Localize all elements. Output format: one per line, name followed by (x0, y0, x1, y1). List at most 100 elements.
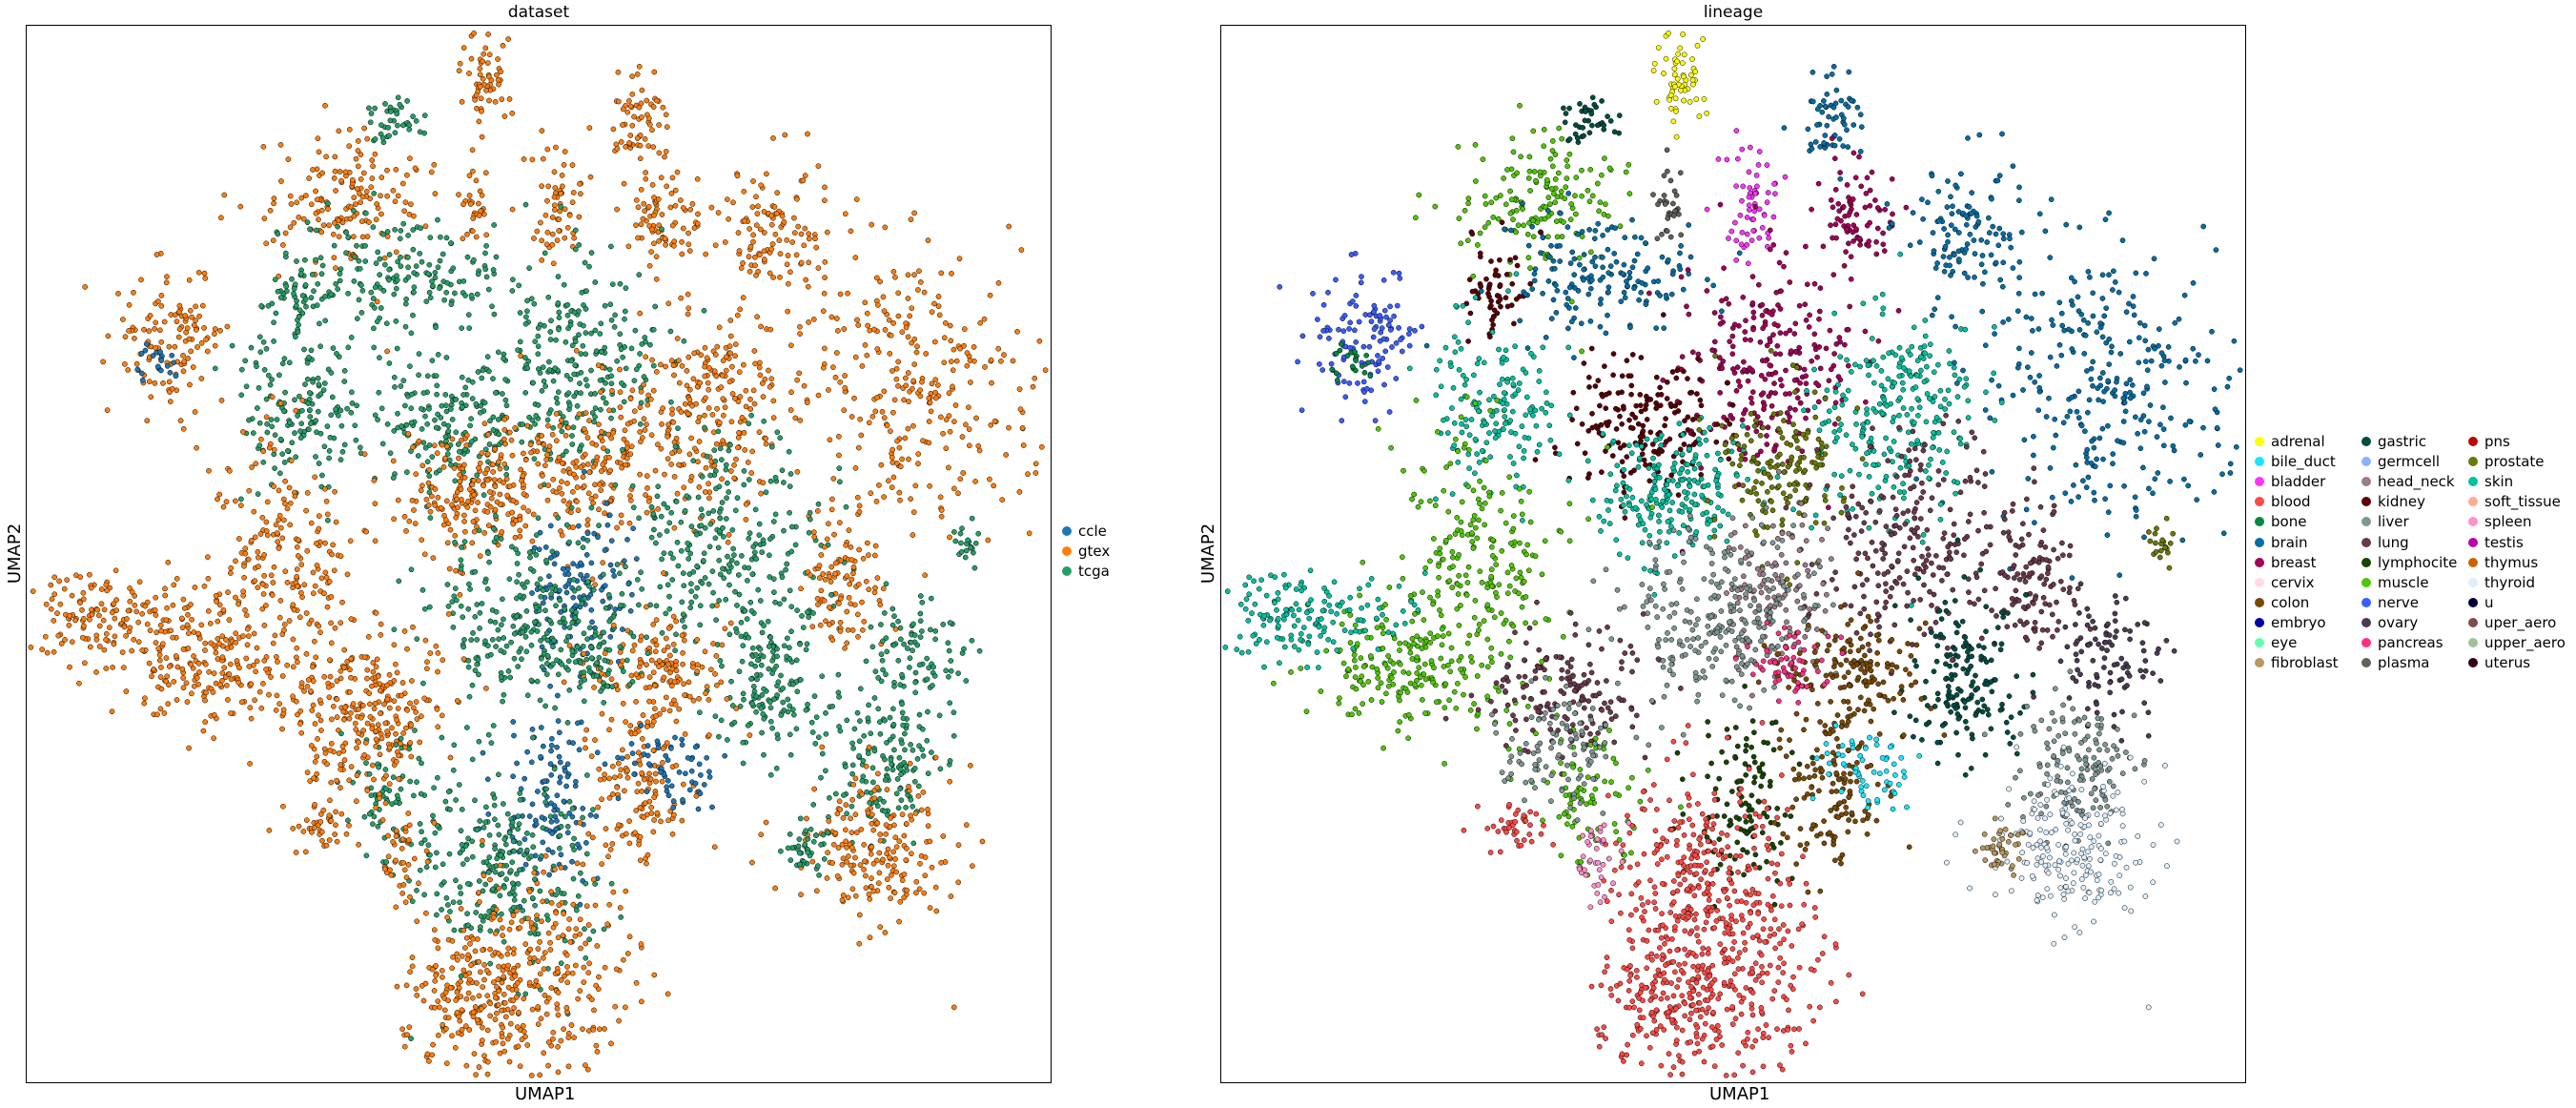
data-point (624, 421, 631, 427)
data-point (435, 724, 441, 730)
data-point (527, 930, 534, 936)
data-point (458, 565, 464, 572)
data-point (697, 622, 704, 628)
data-point (387, 117, 394, 124)
data-point (372, 151, 378, 157)
data-point (818, 587, 825, 594)
data-point (821, 290, 828, 297)
data-point (370, 668, 377, 675)
data-point (377, 355, 382, 360)
data-point (240, 429, 246, 435)
data-point (368, 111, 375, 116)
data-point (583, 727, 590, 733)
data-point (645, 498, 652, 504)
data-point (392, 227, 398, 233)
data-point (211, 670, 217, 676)
data-point (260, 591, 267, 597)
data-point (806, 319, 811, 325)
data-point (699, 512, 705, 519)
data-point (806, 614, 812, 620)
data-point (837, 520, 843, 525)
data-point (798, 259, 805, 266)
data-point (158, 627, 164, 634)
data-point (909, 339, 915, 346)
data-point (505, 36, 512, 42)
data-point (864, 789, 869, 795)
data-point (798, 677, 804, 683)
data-point (359, 194, 366, 200)
data-point (716, 420, 723, 426)
data-point (295, 553, 301, 559)
data-point (619, 590, 625, 597)
data-point (967, 358, 973, 363)
data-point (585, 490, 592, 497)
data-point (947, 620, 953, 626)
data-point (798, 231, 805, 237)
data-point (669, 450, 675, 457)
data-point (269, 423, 276, 430)
data-point (694, 585, 701, 591)
data-point (596, 766, 603, 772)
data-point (696, 414, 703, 421)
data-point (642, 800, 648, 807)
data-point (759, 549, 766, 555)
data-point (424, 373, 431, 380)
data-point (837, 479, 843, 485)
data-point (548, 748, 554, 754)
data-point (908, 216, 914, 223)
data-point (291, 606, 297, 613)
data-point (172, 343, 178, 350)
data-point (650, 104, 657, 110)
data-point (179, 625, 186, 631)
data-point (736, 369, 743, 376)
data-point (989, 380, 994, 386)
data-point (728, 557, 735, 564)
data-point (446, 565, 453, 572)
data-point (660, 405, 666, 411)
data-point (917, 393, 924, 400)
data-point (51, 574, 58, 581)
data-point (916, 662, 923, 668)
data-point (787, 509, 792, 516)
data-point (703, 395, 708, 401)
data-point (474, 661, 480, 667)
data-point (727, 350, 733, 357)
data-point (332, 154, 338, 160)
data-point (767, 634, 774, 641)
data-point (218, 398, 225, 403)
data-point (878, 462, 885, 468)
data-point (124, 616, 130, 622)
data-point (611, 324, 618, 330)
data-point (224, 323, 231, 330)
data-point (633, 556, 640, 562)
data-point (936, 712, 943, 719)
data-point (566, 625, 573, 631)
data-point (760, 711, 767, 717)
data-point (476, 213, 482, 219)
data-point (501, 426, 508, 433)
data-point (743, 403, 749, 410)
data-point (739, 658, 746, 665)
data-point (665, 421, 671, 428)
data-point (120, 317, 126, 322)
data-point (641, 776, 647, 783)
data-point (315, 135, 321, 142)
data-point (281, 356, 288, 361)
data-point (291, 290, 296, 297)
data-point (509, 206, 516, 213)
data-point (457, 591, 463, 598)
data-point (624, 440, 630, 446)
data-point (823, 709, 828, 716)
data-point (322, 485, 328, 492)
data-point (664, 644, 671, 650)
data-point (745, 723, 751, 728)
data-point (788, 389, 794, 396)
data-point (712, 671, 718, 677)
data-point (928, 595, 934, 602)
data-point (440, 251, 446, 257)
data-point (741, 468, 747, 474)
data-point (322, 294, 328, 299)
data-point (720, 438, 726, 444)
data-point (726, 562, 732, 567)
data-point (665, 817, 671, 824)
